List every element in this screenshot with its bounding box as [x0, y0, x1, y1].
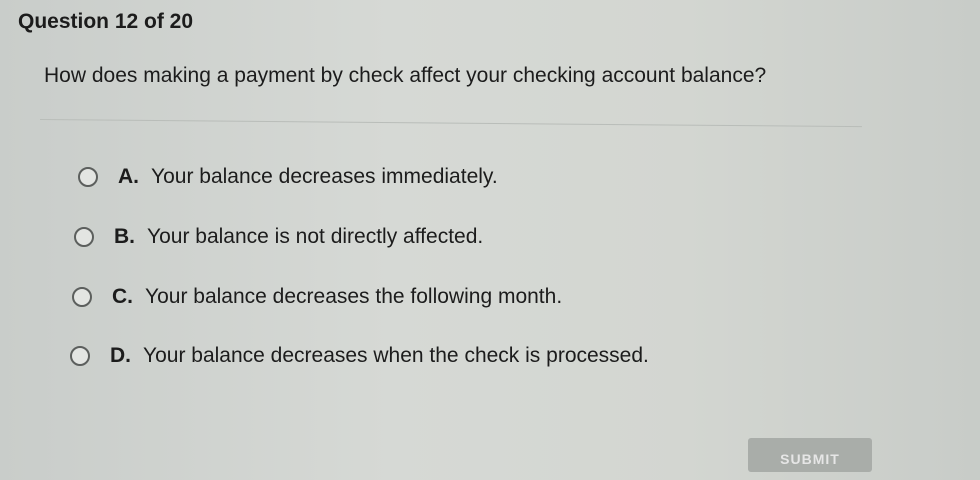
radio-button[interactable]: [70, 346, 90, 366]
option-text: Your balance is not directly affected.: [147, 225, 484, 248]
option-text: Your balance decreases when the check is…: [143, 344, 649, 367]
radio-button[interactable]: [72, 287, 92, 307]
option-letter: C.: [112, 285, 133, 308]
option-b[interactable]: B. Your balance is not directly affected…: [74, 225, 483, 249]
option-letter: D.: [110, 344, 131, 367]
option-text: Your balance decreases the following mon…: [145, 285, 563, 308]
option-a[interactable]: A. Your balance decreases immediately.: [78, 165, 498, 189]
option-c[interactable]: C. Your balance decreases the following …: [72, 285, 562, 309]
submit-button[interactable]: SUBMIT: [748, 438, 872, 472]
option-letter: B.: [114, 225, 135, 248]
divider: [39, 119, 862, 128]
radio-button[interactable]: [78, 167, 98, 187]
question-text: How does making a payment by check affec…: [44, 64, 767, 87]
radio-button[interactable]: [74, 227, 94, 247]
option-text: Your balance decreases immediately.: [151, 165, 498, 188]
question-number: Question 12 of 20: [18, 10, 194, 33]
option-letter: A.: [118, 165, 139, 188]
option-d[interactable]: D. Your balance decreases when the check…: [70, 344, 649, 368]
